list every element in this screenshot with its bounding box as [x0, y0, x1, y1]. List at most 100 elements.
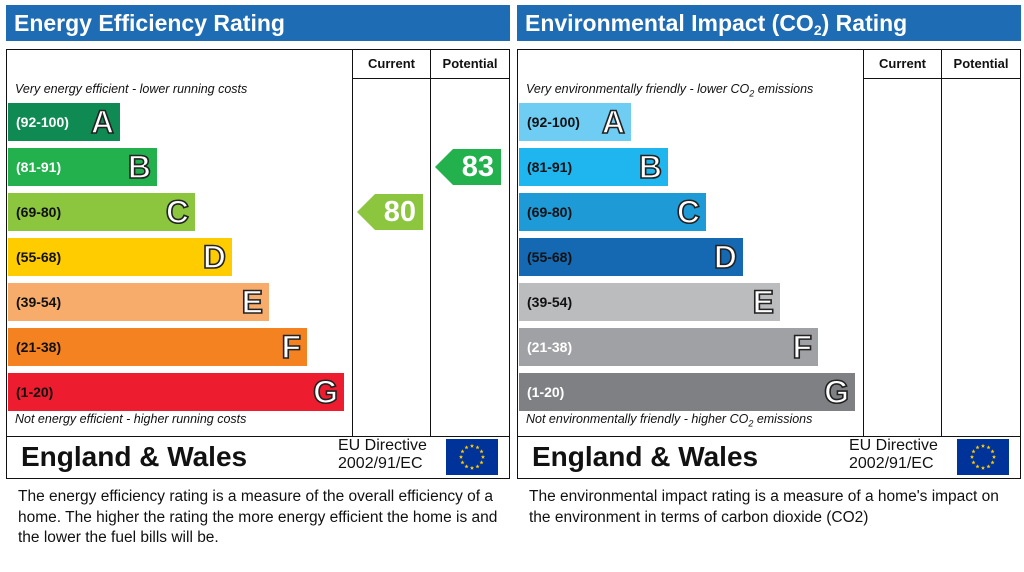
flag-star — [479, 460, 484, 465]
directive-line-1: EU Directive — [338, 437, 427, 454]
flag-star — [480, 454, 486, 459]
rating-letter-b: B — [127, 148, 152, 186]
energy-efficiency-footer: England & Wales EU Directive 2002/91/EC — [6, 435, 510, 479]
rating-letter-e: E — [241, 283, 264, 321]
rating-range-c: (69-80) — [16, 204, 62, 220]
rating-letter-f: F — [281, 328, 302, 366]
rating-letter-f: F — [792, 328, 813, 366]
rating-range-d: (55-68) — [527, 249, 573, 265]
rating-range-a: (92-100) — [527, 114, 580, 130]
rating-range-d: (55-68) — [16, 249, 62, 265]
potential-rating-marker: 83 — [435, 149, 501, 185]
rating-range-b: (81-91) — [16, 159, 62, 175]
rating-letter-g: G — [312, 373, 338, 411]
environmental-impact-chart: Current Potential Very environmentally f… — [517, 49, 1021, 437]
flag-star — [991, 454, 997, 459]
potential-column-header: Potential — [953, 56, 1009, 71]
flag-star — [975, 464, 980, 469]
flag-star — [980, 465, 986, 470]
current-column-header: Current — [879, 56, 926, 71]
flag-star — [475, 445, 480, 450]
rating-bar-e: (39-54) E — [519, 283, 780, 321]
rating-bar-e: (39-54) E — [8, 283, 269, 321]
top-caption: Very energy efficient - lower running co… — [15, 82, 248, 96]
rating-range-g: (1-20) — [527, 384, 565, 400]
rating-range-f: (21-38) — [527, 339, 573, 355]
potential-column-header: Potential — [442, 56, 498, 71]
directive-line-1: EU Directive — [849, 437, 938, 454]
flag-star — [479, 449, 484, 454]
eu-flag-icon — [446, 439, 498, 475]
flag-star — [475, 464, 480, 469]
rating-bar-d: (55-68) D — [8, 238, 232, 276]
rating-bar-b: (81-91) B — [519, 148, 668, 186]
flag-star — [969, 454, 975, 459]
directive-line-2: 2002/91/EC — [849, 455, 934, 472]
flag-star — [986, 445, 991, 450]
rating-letter-b: B — [638, 148, 663, 186]
current-column-divider — [863, 50, 864, 436]
flag-star — [971, 460, 976, 465]
column-header-divider — [863, 78, 1020, 79]
energy-efficiency-description: The energy efficiency rating is a measur… — [18, 488, 498, 546]
rating-letter-d: D — [713, 238, 738, 276]
bottom-caption: Not environmentally friendly - higher CO… — [526, 412, 813, 429]
environmental-impact-title: Environmental Impact (CO2) Rating — [517, 5, 1021, 41]
rating-range-a: (92-100) — [16, 114, 69, 130]
rating-bar-b: (81-91) B — [8, 148, 157, 186]
flag-star — [464, 464, 469, 469]
rating-bar-d: (55-68) D — [519, 238, 743, 276]
rating-range-e: (39-54) — [527, 294, 573, 310]
flag-star — [469, 465, 475, 470]
flag-star — [971, 449, 976, 454]
potential-column-divider — [430, 50, 431, 436]
eu-directive-label: EU Directive 2002/91/EC — [338, 437, 427, 473]
current-column-divider — [352, 50, 353, 436]
energy-efficiency-title: Energy Efficiency Rating — [6, 5, 510, 41]
rating-range-f: (21-38) — [16, 339, 62, 355]
bottom-caption: Not energy efficient - higher running co… — [15, 412, 247, 426]
rating-letter-a: A — [601, 103, 626, 141]
rating-bar-a: (92-100) A — [8, 103, 120, 141]
region-label: England & Wales — [532, 441, 759, 472]
rating-range-g: (1-20) — [16, 384, 54, 400]
region-label: England & Wales — [21, 441, 248, 472]
flag-star — [986, 464, 991, 469]
rating-letter-g: G — [823, 373, 849, 411]
eu-directive-label: EU Directive 2002/91/EC — [849, 437, 938, 473]
environmental-impact-description: The environmental impact rating is a mea… — [529, 488, 999, 526]
environmental-impact-panel: Environmental Impact (CO2) Rating Curren… — [517, 5, 1021, 565]
rating-range-c: (69-80) — [527, 204, 573, 220]
current-rating-marker: 80 — [357, 194, 423, 230]
rating-bar-f: (21-38) F — [519, 328, 818, 366]
flag-star — [469, 443, 475, 448]
flag-star — [460, 460, 465, 465]
rating-bar-f: (21-38) F — [8, 328, 307, 366]
rating-range-b: (81-91) — [527, 159, 573, 175]
flag-star — [464, 445, 469, 450]
environmental-impact-footer: England & Wales EU Directive 2002/91/EC — [517, 435, 1021, 479]
rating-bar-g: (1-20) G — [519, 373, 855, 411]
flag-star — [975, 445, 980, 450]
rating-letter-c: C — [676, 193, 701, 231]
flag-star — [458, 454, 464, 459]
rating-range-e: (39-54) — [16, 294, 62, 310]
top-caption: Very environmentally friendly - lower CO… — [526, 82, 814, 99]
flag-star — [990, 449, 995, 454]
rating-bar-c: (69-80) C — [8, 193, 195, 231]
directive-line-2: 2002/91/EC — [338, 455, 423, 472]
flag-star — [980, 443, 986, 448]
flag-star — [990, 460, 995, 465]
flag-star — [460, 449, 465, 454]
energy-efficiency-chart: Current Potential Very energy efficient … — [6, 49, 510, 437]
potential-column-divider — [941, 50, 942, 436]
current-column-header: Current — [368, 56, 415, 71]
rating-bar-c: (69-80) C — [519, 193, 706, 231]
rating-bar-g: (1-20) G — [8, 373, 344, 411]
rating-letter-c: C — [165, 193, 190, 231]
rating-letter-e: E — [752, 283, 775, 321]
energy-efficiency-panel: Energy Efficiency Rating Current Potenti… — [6, 5, 510, 565]
column-header-divider — [352, 78, 509, 79]
rating-letter-a: A — [90, 103, 115, 141]
rating-letter-d: D — [202, 238, 227, 276]
